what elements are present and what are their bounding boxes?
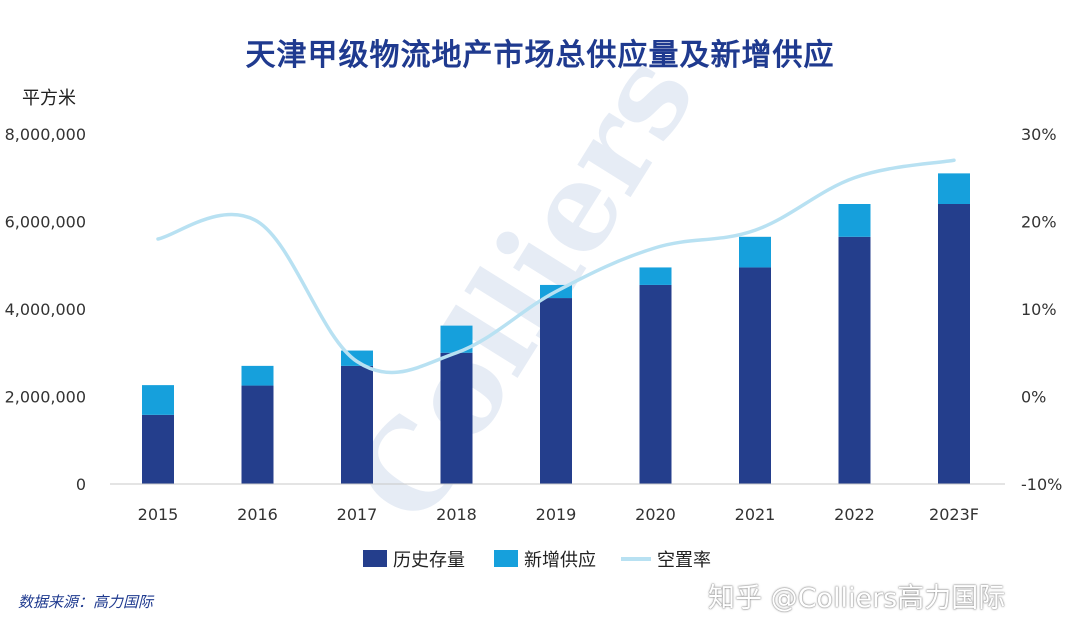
legend-label: 新增供应 (524, 550, 596, 571)
bar-new-supply-2015 (142, 385, 174, 415)
x-tick: 2021 (735, 505, 776, 524)
x-tick: 2015 (138, 505, 179, 524)
platform-watermark: 知乎 @Colliers高力国际 (708, 583, 1006, 614)
x-tick: 2018 (436, 505, 477, 524)
bar-stock-2021 (739, 267, 771, 484)
y-left-tick: 8,000,000 (5, 125, 86, 144)
vacancy-rate-line (156, 158, 956, 375)
y-axis-left: 0 2,000,000 4,000,000 6,000,000 8,000,000 (5, 125, 86, 494)
legend-swatch (494, 550, 518, 567)
chart-title: 天津甲级物流地产市场总供应量及新增供应 (245, 38, 835, 73)
source-note: 数据来源：高力国际 (18, 593, 154, 611)
x-tick: 2023F (929, 505, 979, 524)
bar-new-supply-2021 (739, 236, 771, 268)
y-left-tick: 2,000,000 (5, 388, 86, 407)
x-axis: 2015 2016 2017 2018 2019 2020 2021 2022 2023F (138, 505, 979, 524)
bar-stock-2022 (838, 236, 871, 484)
y-right-tick: 0% (1021, 388, 1046, 407)
y-right-tick: 10% (1021, 300, 1057, 319)
y-left-tick: 0 (76, 475, 86, 494)
bar-stock-2017 (341, 365, 373, 484)
x-tick: 2019 (536, 505, 577, 524)
bar-stock-2016 (241, 385, 274, 484)
y-axis-unit: 平方米 (22, 88, 76, 109)
legend-label: 历史存量 (393, 550, 465, 571)
y-right-tick: -10% (1021, 475, 1062, 494)
legend-label: 空置率 (657, 550, 711, 571)
bar-new-supply-2020 (639, 267, 672, 285)
bar-stock-2015 (142, 414, 174, 484)
y-axis-right: -10% 0% 10% 20% 30% (1021, 125, 1062, 494)
y-left-tick: 6,000,000 (5, 213, 86, 232)
bar-stock-2019 (540, 298, 572, 484)
x-tick: 2022 (834, 505, 875, 524)
x-tick: 2020 (635, 505, 676, 524)
y-left-tick: 4,000,000 (5, 300, 86, 319)
bar-stock-2018 (440, 352, 473, 484)
y-right-tick: 30% (1021, 125, 1057, 144)
bar-stock-2023F (938, 204, 970, 484)
bar-stock-2020 (639, 284, 672, 484)
vacancy-line (156, 158, 956, 375)
bar-new-supply-2022 (838, 204, 871, 237)
bar-new-supply-2016 (241, 365, 274, 386)
x-tick: 2017 (337, 505, 378, 524)
bar-new-supply-2023F (938, 173, 970, 204)
legend-swatch (363, 550, 387, 567)
y-right-tick: 20% (1021, 213, 1057, 232)
bars (142, 173, 970, 484)
legend: 历史存量 新增供应 空置率 (363, 550, 711, 571)
x-tick: 2016 (237, 505, 278, 524)
